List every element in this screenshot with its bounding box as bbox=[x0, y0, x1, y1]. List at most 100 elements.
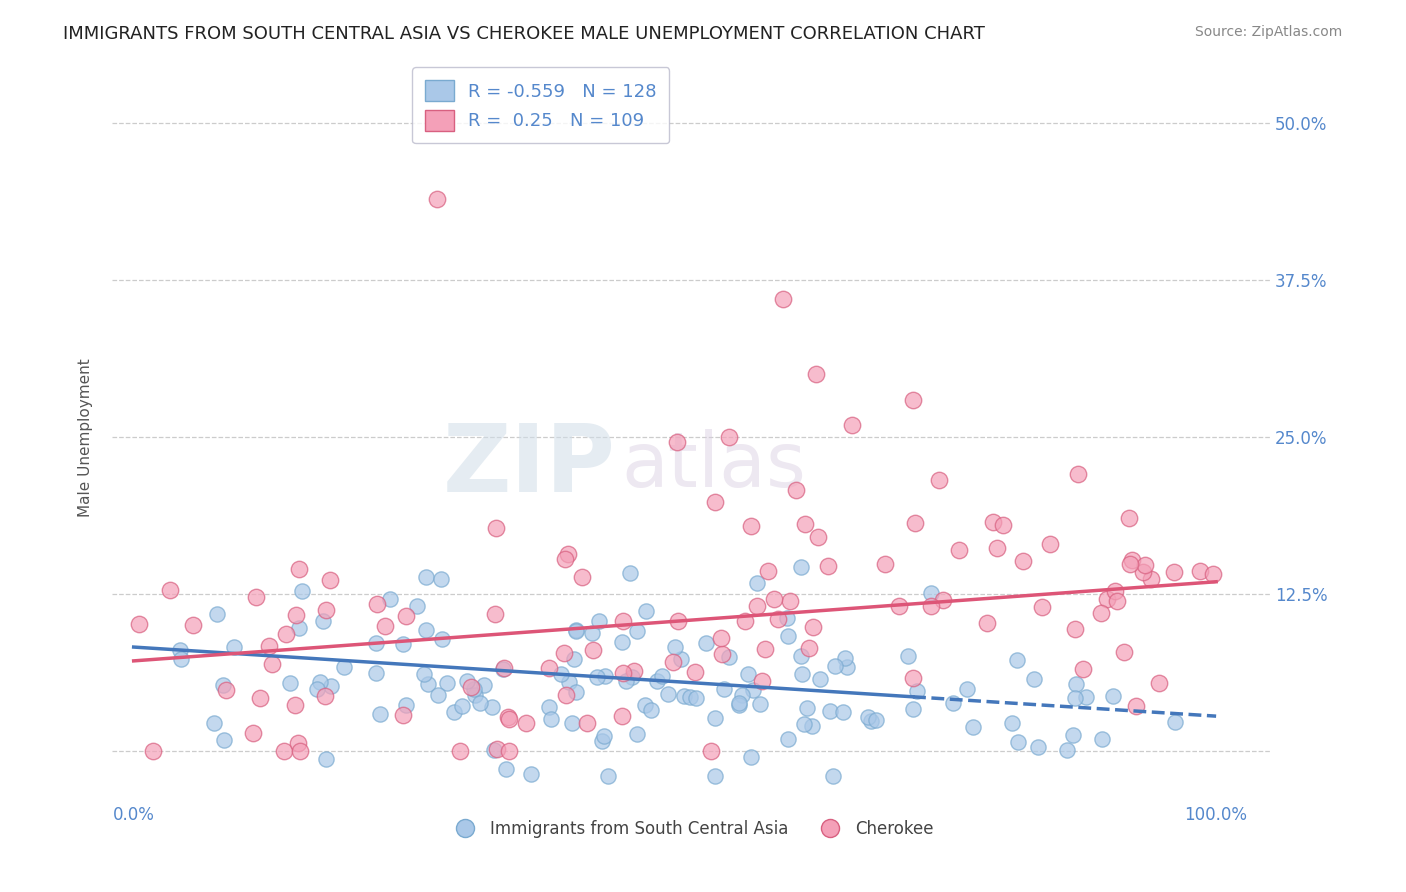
Point bbox=[669, 652, 692, 666]
Point bbox=[492, 662, 515, 676]
Point bbox=[288, 744, 311, 758]
Point bbox=[287, 621, 309, 635]
Point bbox=[1118, 510, 1140, 524]
Point bbox=[824, 658, 846, 673]
Point bbox=[685, 690, 707, 705]
Point bbox=[837, 659, 859, 673]
Point bbox=[538, 661, 561, 675]
Point bbox=[576, 715, 599, 730]
Point bbox=[456, 674, 478, 689]
Point bbox=[1076, 690, 1098, 704]
Point bbox=[415, 624, 437, 638]
Point bbox=[554, 552, 576, 566]
Point bbox=[215, 683, 238, 698]
Point bbox=[948, 542, 970, 557]
Point bbox=[515, 716, 537, 731]
Point bbox=[472, 678, 495, 692]
Point bbox=[406, 599, 429, 613]
Point bbox=[314, 689, 336, 703]
Text: atlas: atlas bbox=[621, 429, 807, 503]
Point bbox=[364, 666, 387, 681]
Point bbox=[610, 634, 633, 648]
Point bbox=[821, 769, 844, 783]
Point bbox=[464, 689, 486, 703]
Point bbox=[273, 744, 295, 758]
Point bbox=[612, 614, 634, 628]
Point bbox=[747, 599, 769, 613]
Point bbox=[305, 681, 328, 696]
Point bbox=[928, 473, 950, 487]
Point bbox=[582, 643, 605, 657]
Point bbox=[1164, 714, 1187, 729]
Point bbox=[321, 679, 343, 693]
Point bbox=[1202, 566, 1225, 581]
Point bbox=[672, 690, 695, 704]
Point bbox=[485, 521, 508, 535]
Point bbox=[1125, 698, 1147, 713]
Point bbox=[728, 696, 751, 710]
Point bbox=[711, 647, 734, 661]
Point bbox=[553, 646, 575, 660]
Point bbox=[571, 570, 593, 584]
Point bbox=[808, 672, 831, 686]
Point bbox=[756, 564, 779, 578]
Point bbox=[766, 612, 789, 626]
Point bbox=[498, 744, 520, 758]
Point bbox=[779, 594, 801, 608]
Point bbox=[558, 674, 581, 689]
Point bbox=[645, 674, 668, 689]
Point bbox=[1119, 557, 1142, 571]
Point bbox=[498, 712, 520, 726]
Point bbox=[1007, 652, 1029, 666]
Point bbox=[801, 719, 824, 733]
Point bbox=[685, 665, 707, 679]
Point bbox=[793, 716, 815, 731]
Point bbox=[395, 608, 418, 623]
Point bbox=[540, 712, 562, 726]
Point bbox=[1090, 607, 1112, 621]
Point bbox=[841, 418, 863, 433]
Point bbox=[170, 652, 193, 666]
Point bbox=[142, 744, 165, 758]
Point bbox=[257, 640, 280, 654]
Point bbox=[754, 642, 776, 657]
Point bbox=[731, 688, 754, 702]
Point bbox=[249, 690, 271, 705]
Point bbox=[159, 582, 181, 597]
Point bbox=[932, 592, 955, 607]
Point bbox=[751, 673, 773, 688]
Point bbox=[901, 392, 924, 407]
Point bbox=[920, 585, 942, 599]
Point bbox=[169, 642, 191, 657]
Point bbox=[1097, 592, 1119, 607]
Point bbox=[1026, 739, 1049, 754]
Point bbox=[205, 607, 228, 621]
Point bbox=[713, 681, 735, 696]
Point bbox=[651, 669, 673, 683]
Point bbox=[374, 619, 396, 633]
Point bbox=[793, 517, 815, 532]
Point bbox=[734, 614, 756, 628]
Point bbox=[598, 769, 620, 783]
Point bbox=[538, 700, 561, 714]
Point bbox=[762, 592, 785, 607]
Point bbox=[1133, 558, 1156, 573]
Point bbox=[620, 670, 643, 684]
Point bbox=[1064, 622, 1087, 636]
Point bbox=[796, 701, 818, 715]
Point bbox=[775, 610, 797, 624]
Point bbox=[920, 599, 942, 613]
Point bbox=[612, 666, 634, 681]
Point bbox=[484, 607, 506, 622]
Point bbox=[1121, 553, 1143, 567]
Point bbox=[1063, 690, 1085, 705]
Point bbox=[1140, 572, 1163, 586]
Point bbox=[662, 655, 685, 669]
Point bbox=[1007, 735, 1029, 749]
Point bbox=[181, 617, 204, 632]
Point bbox=[614, 674, 637, 689]
Point bbox=[1031, 599, 1053, 614]
Point bbox=[315, 752, 337, 766]
Point bbox=[865, 713, 887, 727]
Point bbox=[626, 727, 648, 741]
